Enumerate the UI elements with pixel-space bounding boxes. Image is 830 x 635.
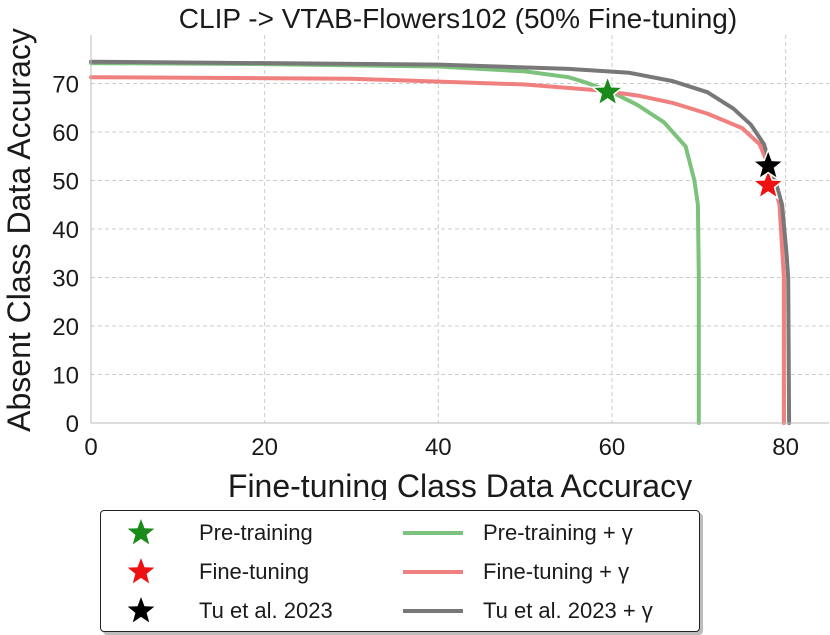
x-axis-label: Fine-tuning Class Data Accuracy xyxy=(228,468,692,500)
series-line xyxy=(89,75,786,425)
legend-label: Fine-tuning + γ xyxy=(483,559,630,584)
series-line xyxy=(89,61,701,425)
y-tick-label: 50 xyxy=(52,169,79,196)
legend-item-pre-training-gamma: Pre-training + γ xyxy=(403,515,633,551)
legend-item-tu-et-al: Tu et al. 2023 xyxy=(111,593,333,629)
y-tick-label: 30 xyxy=(52,266,79,293)
green-star-icon xyxy=(111,515,171,551)
red-star-icon xyxy=(111,554,171,590)
legend-item-pre-training: Pre-training xyxy=(111,515,313,551)
chart-canvas: CLIP -> VTAB-Flowers102 (50% Fine-tuning… xyxy=(1,3,829,500)
star-marker xyxy=(750,147,786,181)
tick-labels: 0 20 40 60 80 0 10 20 30 40 50 60 70 xyxy=(52,72,799,462)
x-tick-label: 80 xyxy=(772,434,799,461)
black-star-icon xyxy=(111,593,171,629)
series-line xyxy=(89,59,792,425)
series-group xyxy=(89,59,792,425)
legend-label: Pre-training xyxy=(199,520,313,545)
star-marker xyxy=(750,167,786,200)
y-tick-label: 20 xyxy=(52,314,79,341)
x-tick-label: 20 xyxy=(251,434,278,461)
grid-lines xyxy=(91,35,829,423)
legend-item-tu-et-al-gamma: Tu et al. 2023 + γ xyxy=(403,593,653,629)
y-axis-label: Absent Class Data Accuracy xyxy=(1,28,37,432)
x-tick-label: 60 xyxy=(599,434,626,461)
marker-group xyxy=(590,74,786,200)
green-line-icon xyxy=(403,515,463,551)
red-line-icon xyxy=(403,554,463,590)
gray-line-icon xyxy=(403,593,463,629)
star-marker xyxy=(590,74,625,107)
x-tick-label: 0 xyxy=(84,434,97,461)
y-tick-label: 10 xyxy=(52,363,79,390)
legend-label: Fine-tuning xyxy=(199,559,310,584)
y-tick-label: 40 xyxy=(52,217,79,244)
legend-item-fine-tuning-gamma: Fine-tuning + γ xyxy=(403,554,629,590)
legend-label: Pre-training + γ xyxy=(483,520,633,545)
y-tick-label: 60 xyxy=(52,120,79,147)
legend-item-fine-tuning: Fine-tuning xyxy=(111,554,309,590)
chart-title: CLIP -> VTAB-Flowers102 (50% Fine-tuning… xyxy=(179,3,737,34)
legend-label: Tu et al. 2023 + γ xyxy=(483,598,653,623)
y-tick-label: 0 xyxy=(66,411,79,438)
legend-label: Tu et al. 2023 xyxy=(199,598,333,623)
legend: Pre-training Fine-tuning Tu et al. 2023 … xyxy=(100,510,700,632)
y-tick-label: 70 xyxy=(52,72,79,99)
x-tick-label: 40 xyxy=(425,434,452,461)
